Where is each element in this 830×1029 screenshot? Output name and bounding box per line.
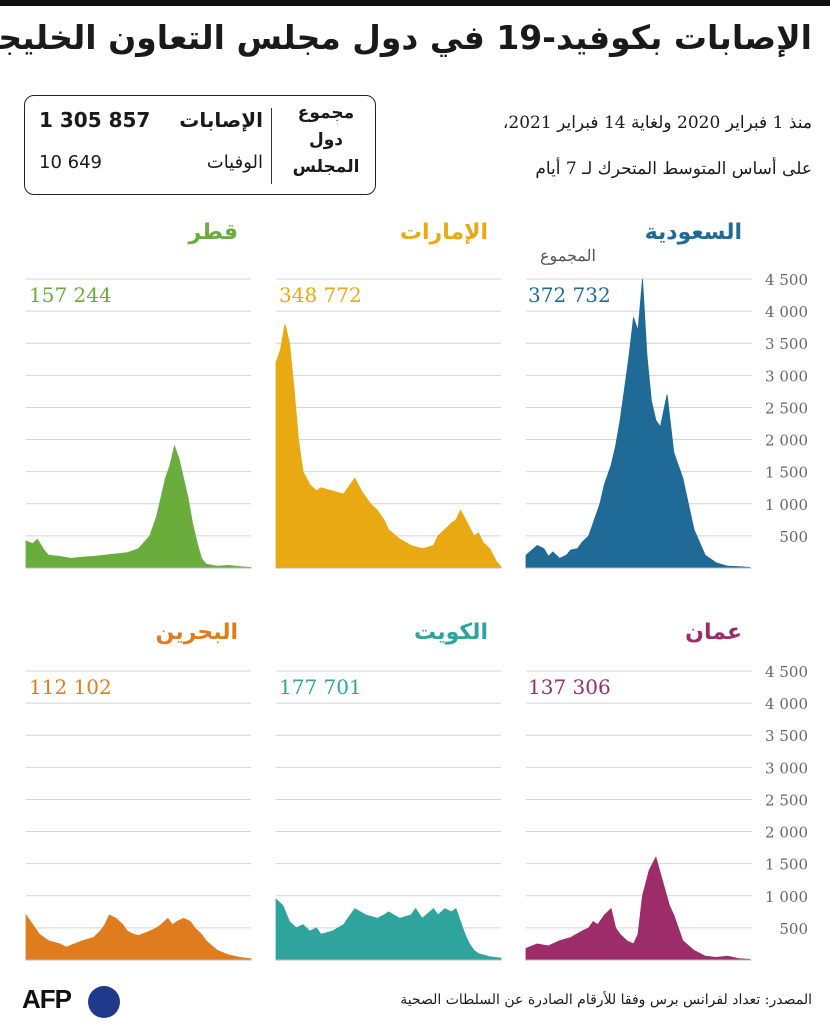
chart-total-saudi: 372 732 <box>528 283 611 307</box>
chart-panel-1 <box>275 278 502 569</box>
chart-total-uae: 348 772 <box>279 283 362 307</box>
chart-title-saudi: السعودية <box>644 220 742 245</box>
source-note: المصدر: تعداد لفرانس برس وفقا للأرقام ال… <box>400 992 812 1008</box>
y-tick-label: 2 500 <box>765 791 808 809</box>
chart-panel-4 <box>275 670 502 961</box>
gcc-label: مجموع دول المجلس <box>292 103 360 177</box>
cases-label: الإصابات <box>179 108 263 132</box>
y-tick-label: 1 500 <box>765 464 808 482</box>
chart-total-bahrain: 112 102 <box>29 675 112 699</box>
page-title: الإصابات بكوفيد-19 في دول مجلس التعاون ا… <box>0 18 812 57</box>
y-tick-label: 1 000 <box>765 496 808 514</box>
area-series-4 <box>275 898 502 961</box>
area-series-2 <box>25 444 252 569</box>
gcc-totals-box: مجموع دول المجلس الإصابات 1 305 857 الوف… <box>24 95 376 195</box>
subtitle: منذ 1 فبراير 2020 ولغاية 14 فبراير 2021،… <box>392 100 812 192</box>
deaths-label: الوفيات <box>206 152 263 173</box>
subtitle-line-1: منذ 1 فبراير 2020 ولغاية 14 فبراير 2021، <box>502 113 812 133</box>
y-tick-label: 500 <box>779 920 808 938</box>
y-tick-label: 4 000 <box>765 695 808 713</box>
chart-title-kuwait: الكويت <box>414 620 488 645</box>
afp-logo-dot <box>88 986 120 1018</box>
chart-total-oman: 137 306 <box>528 675 611 699</box>
y-tick-label: 2 000 <box>765 824 808 842</box>
cases-row: الإصابات 1 305 857 <box>35 108 263 138</box>
y-tick-label: 4 500 <box>765 271 808 289</box>
chart-panel-2 <box>25 278 252 569</box>
y-tick-label: 3 500 <box>765 727 808 745</box>
chart-total-kuwait: 177 701 <box>279 675 362 699</box>
subtitle-line-2: على أساس المتوسط المتحرك لـ 7 أيام <box>535 159 812 179</box>
y-tick-label: 4 000 <box>765 303 808 321</box>
y-tick-label: 2 000 <box>765 432 808 450</box>
y-tick-label: 1 500 <box>765 856 808 874</box>
deaths-value: 10 649 <box>39 152 102 173</box>
y-tick-label: 500 <box>779 528 808 546</box>
total-label: المجموع <box>540 246 596 265</box>
cases-value: 1 305 857 <box>39 108 151 132</box>
area-series-3 <box>525 856 751 961</box>
chart-title-qatar: قطر <box>188 220 238 245</box>
area-series-1 <box>275 323 502 569</box>
y-tick-label: 3 000 <box>765 367 808 385</box>
y-tick-label: 3 500 <box>765 335 808 353</box>
deaths-row: الوفيات 10 649 <box>35 152 263 182</box>
y-tick-label: 4 500 <box>765 663 808 681</box>
chart-panel-3: 500 1 000 1 500 2 000 2 500 3 000 3 500 4 000 4 … <box>525 663 808 961</box>
y-tick-label: 3 000 <box>765 759 808 777</box>
area-series-0 <box>525 278 751 569</box>
top-rule <box>0 0 830 6</box>
area-series-5 <box>25 913 252 961</box>
chart-total-qatar: 157 244 <box>29 283 112 307</box>
chart-panel-0: 500 1 000 1 500 2 000 2 500 3 000 3 500 4 000 4 … <box>525 271 808 569</box>
afp-logo: AFP <box>22 984 122 1020</box>
chart-title-bahrain: البحرين <box>155 620 238 645</box>
totals-divider <box>271 108 272 184</box>
chart-panel-5 <box>25 670 252 961</box>
chart-title-uae: الإمارات <box>399 220 488 245</box>
afp-logo-text: AFP <box>22 984 72 1014</box>
y-tick-label: 2 500 <box>765 399 808 417</box>
y-tick-label: 1 000 <box>765 888 808 906</box>
chart-title-oman: عمان <box>685 620 742 645</box>
